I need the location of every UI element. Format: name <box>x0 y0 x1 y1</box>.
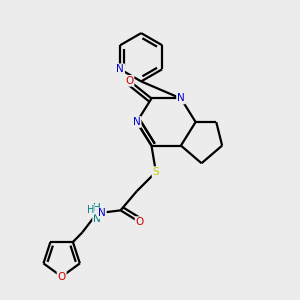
Text: N: N <box>116 64 124 74</box>
Text: N: N <box>133 117 141 127</box>
Text: N: N <box>177 94 185 103</box>
Text: N: N <box>98 208 106 218</box>
Text: O: O <box>58 272 66 282</box>
Text: O: O <box>125 76 134 86</box>
Text: S: S <box>153 167 159 177</box>
Text: O: O <box>136 217 144 227</box>
Text: H: H <box>87 205 94 215</box>
Text: H
N: H N <box>93 202 101 224</box>
